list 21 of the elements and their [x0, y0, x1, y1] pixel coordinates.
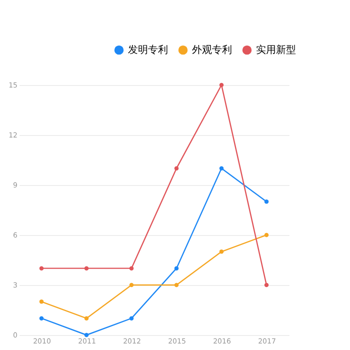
legend-label: 实用新型 — [256, 44, 296, 56]
point — [264, 200, 269, 204]
point — [129, 266, 134, 270]
point — [174, 282, 179, 288]
point — [84, 332, 89, 338]
point — [219, 82, 224, 88]
point — [174, 266, 179, 270]
point — [39, 300, 44, 304]
legend-label: 外观专利 — [192, 44, 232, 56]
point — [84, 266, 89, 270]
legend-label: 发明专利 — [128, 44, 168, 56]
point — [39, 266, 44, 270]
point — [219, 166, 224, 170]
point — [84, 316, 89, 320]
point — [174, 166, 179, 170]
point — [264, 232, 269, 238]
point — [39, 316, 44, 320]
point — [264, 282, 269, 288]
point — [219, 250, 224, 254]
point — [129, 316, 134, 320]
point — [129, 282, 134, 288]
